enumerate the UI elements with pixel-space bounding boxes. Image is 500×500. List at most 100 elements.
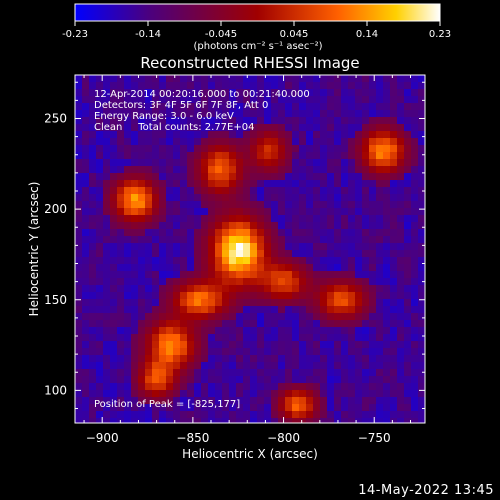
heatmap-cell — [250, 355, 258, 363]
heatmap-cell — [411, 117, 419, 125]
heatmap-cell — [131, 362, 139, 370]
heatmap-cell — [334, 229, 342, 237]
heatmap-cell — [271, 103, 279, 111]
heatmap-cell — [145, 313, 153, 321]
heatmap-cell — [313, 306, 321, 314]
heatmap-cell — [173, 117, 181, 125]
heatmap-cell — [369, 194, 377, 202]
heatmap-cell — [376, 215, 384, 223]
heatmap-cell — [292, 159, 300, 167]
heatmap-cell — [145, 299, 153, 307]
heatmap-cell — [173, 166, 181, 174]
heatmap-cell — [103, 306, 111, 314]
heatmap-cell — [327, 369, 335, 377]
heatmap-cell — [250, 222, 258, 230]
heatmap-cell — [369, 362, 377, 370]
heatmap-cell — [334, 89, 342, 97]
heatmap-cell — [292, 145, 300, 153]
heatmap-cell — [250, 201, 258, 209]
heatmap-cell — [376, 145, 384, 153]
heatmap-cell — [264, 313, 272, 321]
heatmap-cell — [180, 152, 188, 160]
heatmap-cell — [110, 243, 118, 251]
heatmap-cell — [215, 131, 223, 139]
heatmap-cell — [257, 82, 265, 90]
heatmap-cell — [82, 208, 90, 216]
heatmap-cell — [292, 82, 300, 90]
heatmap-cell — [75, 271, 83, 279]
heatmap-cell — [264, 418, 272, 423]
heatmap-cell — [222, 194, 230, 202]
heatmap-cell — [75, 82, 83, 90]
heatmap-cell — [355, 187, 363, 195]
heatmap-cell — [278, 411, 286, 419]
heatmap-cell — [355, 306, 363, 314]
heatmap-cell — [236, 390, 244, 398]
heatmap-cell — [348, 215, 356, 223]
heatmap-cell — [124, 89, 132, 97]
heatmap-cell — [264, 131, 272, 139]
heatmap-cell — [334, 173, 342, 181]
heatmap-cell — [145, 124, 153, 132]
heatmap-cell — [166, 131, 174, 139]
heatmap-cell — [145, 138, 153, 146]
heatmap-cell — [292, 320, 300, 328]
heatmap-cell — [96, 313, 104, 321]
heatmap-cell — [306, 75, 314, 83]
heatmap-cell — [180, 194, 188, 202]
heatmap-cell — [250, 131, 258, 139]
heatmap-cell — [320, 299, 328, 307]
heatmap-cell — [376, 397, 384, 405]
heatmap-cell — [145, 145, 153, 153]
heatmap-cell — [110, 82, 118, 90]
heatmap-cell — [159, 159, 167, 167]
heatmap-cell — [110, 138, 118, 146]
heatmap-cell — [208, 124, 216, 132]
heatmap-cell — [152, 369, 160, 377]
heatmap-cell — [243, 250, 251, 258]
heatmap-cell — [117, 334, 125, 342]
heatmap-cell — [236, 243, 244, 251]
heatmap-cell — [362, 348, 370, 356]
heatmap-cell — [292, 138, 300, 146]
heatmap-cell — [75, 320, 83, 328]
heatmap-cell — [250, 397, 258, 405]
heatmap-cell — [250, 138, 258, 146]
heatmap-cell — [145, 229, 153, 237]
heatmap-cell — [411, 236, 419, 244]
heatmap-cell — [362, 194, 370, 202]
heatmap-cell — [229, 313, 237, 321]
heatmap-cell — [320, 201, 328, 209]
heatmap-cell — [110, 418, 118, 423]
heatmap-cell — [208, 159, 216, 167]
heatmap-cell — [250, 369, 258, 377]
heatmap-cell — [201, 257, 209, 265]
heatmap-cell — [243, 75, 251, 83]
heatmap-cell — [404, 201, 412, 209]
heatmap-cell — [229, 159, 237, 167]
heatmap-cell — [418, 341, 425, 349]
heatmap-cell — [411, 264, 419, 272]
heatmap-cell — [285, 173, 293, 181]
heatmap-cell — [166, 138, 174, 146]
heatmap-cell — [208, 89, 216, 97]
heatmap-cell — [229, 131, 237, 139]
heatmap-cell — [285, 208, 293, 216]
heatmap-cell — [173, 411, 181, 419]
heatmap-cell — [362, 229, 370, 237]
heatmap-cell — [250, 320, 258, 328]
heatmap-cell — [369, 411, 377, 419]
heatmap-cell — [306, 201, 314, 209]
heatmap-cell — [271, 383, 279, 391]
heatmap-cell — [334, 334, 342, 342]
heatmap-cell — [383, 194, 391, 202]
heatmap-cell — [201, 411, 209, 419]
heatmap-cell — [257, 145, 265, 153]
heatmap-cell — [215, 383, 223, 391]
heatmap-cell — [397, 103, 405, 111]
heatmap-cell — [264, 243, 272, 251]
heatmap-cell — [257, 229, 265, 237]
heatmap-cell — [376, 201, 384, 209]
heatmap-cell — [264, 299, 272, 307]
heatmap-cell — [264, 292, 272, 300]
